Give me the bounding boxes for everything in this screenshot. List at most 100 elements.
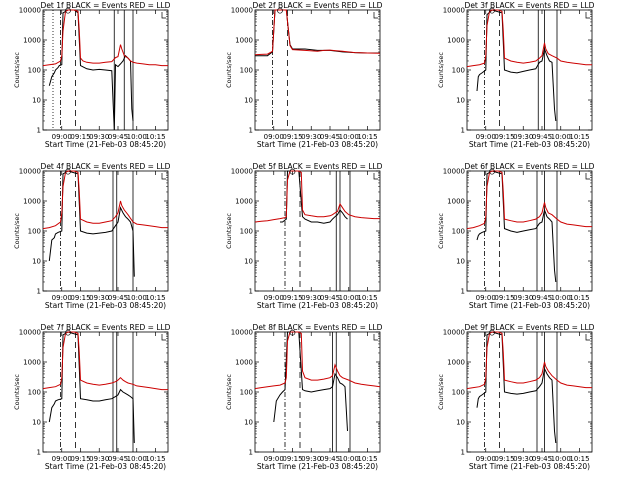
series-line-events <box>280 170 348 224</box>
x-axis-label: Start Time (21-Feb-03 08:45:20) <box>469 140 590 149</box>
x-tick-label: 10:00 <box>551 133 571 141</box>
panel-title: Det 1f BLACK = Events RED = LLD <box>41 1 171 10</box>
x-tick-label: 09:45 <box>532 455 552 463</box>
x-tick-label: 09:00 <box>476 455 496 463</box>
x-tick-label: 09:30 <box>513 294 533 302</box>
x-tick-label: 10:15 <box>569 133 589 141</box>
x-tick-label: 10:15 <box>569 294 589 302</box>
circle-marker <box>65 329 71 336</box>
series-line-lld <box>254 170 380 223</box>
corner-bracket <box>161 12 166 19</box>
y-axis-label: Counts/sec <box>225 374 233 410</box>
x-tick-label: 09:15 <box>70 133 90 141</box>
y-axis-label: Counts/sec <box>13 52 21 88</box>
y-tick-label: 1 <box>37 127 41 135</box>
x-axis-label: Start Time (21-Feb-03 08:45:20) <box>45 140 166 149</box>
plot-frame <box>254 170 381 292</box>
x-tick-label: 09:45 <box>320 133 340 141</box>
corner-bracket <box>585 334 590 341</box>
y-tick-label: 1 <box>461 449 465 457</box>
x-tick-label: 09:00 <box>264 133 284 141</box>
x-axis-label: Start Time (21-Feb-03 08:45:20) <box>469 462 590 471</box>
x-tick-label: 09:15 <box>494 294 514 302</box>
series-line-lld <box>42 9 168 67</box>
panel-9: Det 9f BLACK = Events RED = LLD 1 10 100 100… <box>437 323 595 471</box>
y-tick-label: 10 <box>456 258 465 266</box>
x-tick-label: 09:30 <box>89 133 109 141</box>
x-tick-label: 09:00 <box>52 455 72 463</box>
y-tick-label: 10000 <box>19 168 41 176</box>
panel-title: Det 8f BLACK = Events RED = LLD <box>253 323 383 332</box>
x-tick-label: 09:30 <box>301 133 321 141</box>
y-tick-label: 1000 <box>235 37 253 45</box>
series-line-lld <box>254 331 381 390</box>
y-tick-label: 100 <box>452 67 465 75</box>
y-tick-label: 1 <box>37 449 41 457</box>
x-tick-label: 09:30 <box>89 294 109 302</box>
series-line-events <box>48 9 134 131</box>
x-tick-label: 09:15 <box>282 133 302 141</box>
corner-bracket <box>373 173 378 180</box>
corner-bracket <box>585 12 590 19</box>
x-tick-label: 09:15 <box>282 294 302 302</box>
x-tick-label: 09:45 <box>320 455 340 463</box>
panel-7: Det 7f BLACK = Events RED = LLD 1 10 100 100… <box>13 323 171 471</box>
panel-4: Det 4f BLACK = Events RED = LLD 1 10 100 100… <box>13 162 171 310</box>
y-tick-label: 10000 <box>443 7 465 15</box>
x-tick-label: 10:15 <box>357 294 377 302</box>
circle-marker <box>277 7 283 14</box>
corner-bracket <box>161 173 166 180</box>
y-axis-label: Counts/sec <box>437 213 445 249</box>
x-tick-label: 09:15 <box>494 455 514 463</box>
series-line-lld <box>42 331 168 391</box>
x-tick-label: 10:00 <box>339 294 359 302</box>
circle-marker <box>489 168 495 175</box>
y-axis-label: Counts/sec <box>13 374 21 410</box>
corner-bracket <box>373 12 378 19</box>
x-tick-label: 09:00 <box>52 294 72 302</box>
y-tick-label: 10 <box>456 419 465 427</box>
panel-title: Det 3f BLACK = Events RED = LLD <box>465 1 595 10</box>
series-line-lld <box>466 9 592 68</box>
panel-5: Det 5f BLACK = Events RED = LLD 1 10 100 100… <box>225 162 383 310</box>
panel-title: Det 5f BLACK = Events RED = LLD <box>253 162 383 171</box>
series-line-events <box>273 331 348 432</box>
panel-1: Det 1f BLACK = Events RED = LLD 1 10 100 100… <box>13 1 171 149</box>
y-tick-label: 10000 <box>443 168 465 176</box>
y-tick-label: 10 <box>32 258 41 266</box>
y-tick-label: 10000 <box>231 168 253 176</box>
x-tick-label: 10:15 <box>357 455 377 463</box>
y-tick-label: 1 <box>461 288 465 296</box>
x-tick-label: 09:30 <box>301 294 321 302</box>
series-line-lld <box>254 9 381 56</box>
y-tick-label: 1000 <box>23 359 41 367</box>
x-tick-label: 09:15 <box>282 455 302 463</box>
x-tick-label: 09:45 <box>320 294 340 302</box>
y-tick-label: 1000 <box>447 198 465 206</box>
x-tick-label: 09:15 <box>70 294 90 302</box>
y-tick-label: 10 <box>244 258 253 266</box>
y-tick-label: 10 <box>244 97 253 105</box>
circle-marker <box>289 329 296 336</box>
y-tick-label: 1 <box>249 288 253 296</box>
y-tick-label: 100 <box>452 389 465 397</box>
x-tick-label: 09:45 <box>108 133 128 141</box>
y-tick-label: 1000 <box>23 37 41 45</box>
x-axis-label: Start Time (21-Feb-03 08:45:20) <box>45 462 166 471</box>
panel-title: Det 7f BLACK = Events RED = LLD <box>41 323 171 332</box>
y-tick-label: 10000 <box>19 7 41 15</box>
x-axis-label: Start Time (21-Feb-03 08:45:20) <box>257 462 378 471</box>
x-tick-label: 09:00 <box>52 133 72 141</box>
x-tick-label: 09:00 <box>476 294 496 302</box>
corner-bracket <box>373 334 378 341</box>
y-axis-label: Counts/sec <box>225 52 233 88</box>
y-tick-label: 1 <box>461 127 465 135</box>
y-tick-label: 100 <box>28 228 41 236</box>
y-tick-label: 1 <box>249 449 253 457</box>
panel-title: Det 6f BLACK = Events RED = LLD <box>465 162 595 171</box>
x-axis-label: Start Time (21-Feb-03 08:45:20) <box>45 301 166 310</box>
y-tick-label: 10000 <box>19 329 41 337</box>
circle-marker <box>489 329 495 336</box>
x-tick-label: 10:00 <box>339 455 359 463</box>
y-tick-label: 100 <box>240 67 253 75</box>
